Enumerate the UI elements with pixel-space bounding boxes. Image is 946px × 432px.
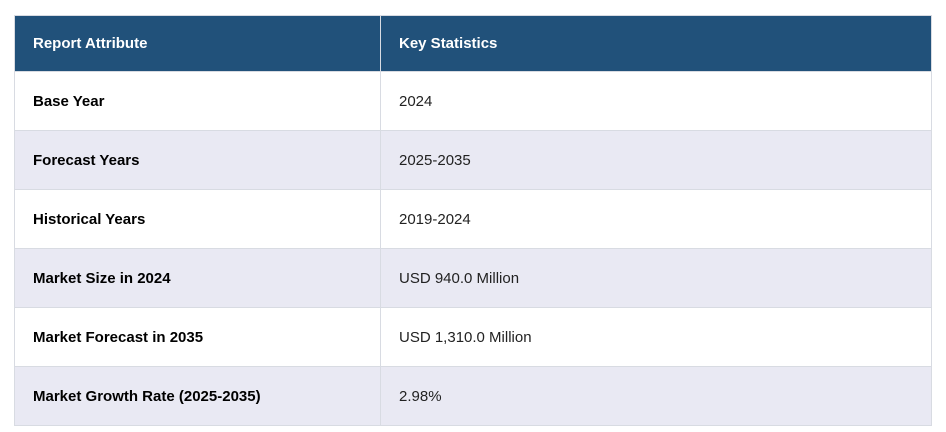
report-summary-table: Report Attribute Key Statistics Base Yea… xyxy=(14,15,932,426)
value-cell: USD 1,310.0 Million xyxy=(380,307,932,367)
table-row: Market Size in 2024 USD 940.0 Million xyxy=(14,248,932,308)
table-row: Market Growth Rate (2025-2035) 2.98% xyxy=(14,366,932,426)
table-body: Base Year 2024 Forecast Years 2025-2035 … xyxy=(14,71,932,426)
value-cell: 2019-2024 xyxy=(380,189,932,249)
attribute-cell: Historical Years xyxy=(14,189,381,249)
table-header: Report Attribute Key Statistics xyxy=(14,15,932,72)
attribute-cell: Market Size in 2024 xyxy=(14,248,381,308)
value-cell: USD 940.0 Million xyxy=(380,248,932,308)
value-cell: 2.98% xyxy=(380,366,932,426)
attribute-cell: Forecast Years xyxy=(14,130,381,190)
column-header-report-attribute: Report Attribute xyxy=(14,15,381,72)
attribute-cell: Market Forecast in 2035 xyxy=(14,307,381,367)
table-row: Base Year 2024 xyxy=(14,71,932,131)
column-header-key-statistics: Key Statistics xyxy=(380,15,932,72)
attribute-cell: Market Growth Rate (2025-2035) xyxy=(14,366,381,426)
value-cell: 2025-2035 xyxy=(380,130,932,190)
value-cell: 2024 xyxy=(380,71,932,131)
header-row: Report Attribute Key Statistics xyxy=(14,15,932,72)
report-summary-section: Report Attribute Key Statistics Base Yea… xyxy=(14,15,932,426)
table-row: Market Forecast in 2035 USD 1,310.0 Mill… xyxy=(14,307,932,367)
table-row: Historical Years 2019-2024 xyxy=(14,189,932,249)
attribute-cell: Base Year xyxy=(14,71,381,131)
table-row: Forecast Years 2025-2035 xyxy=(14,130,932,190)
